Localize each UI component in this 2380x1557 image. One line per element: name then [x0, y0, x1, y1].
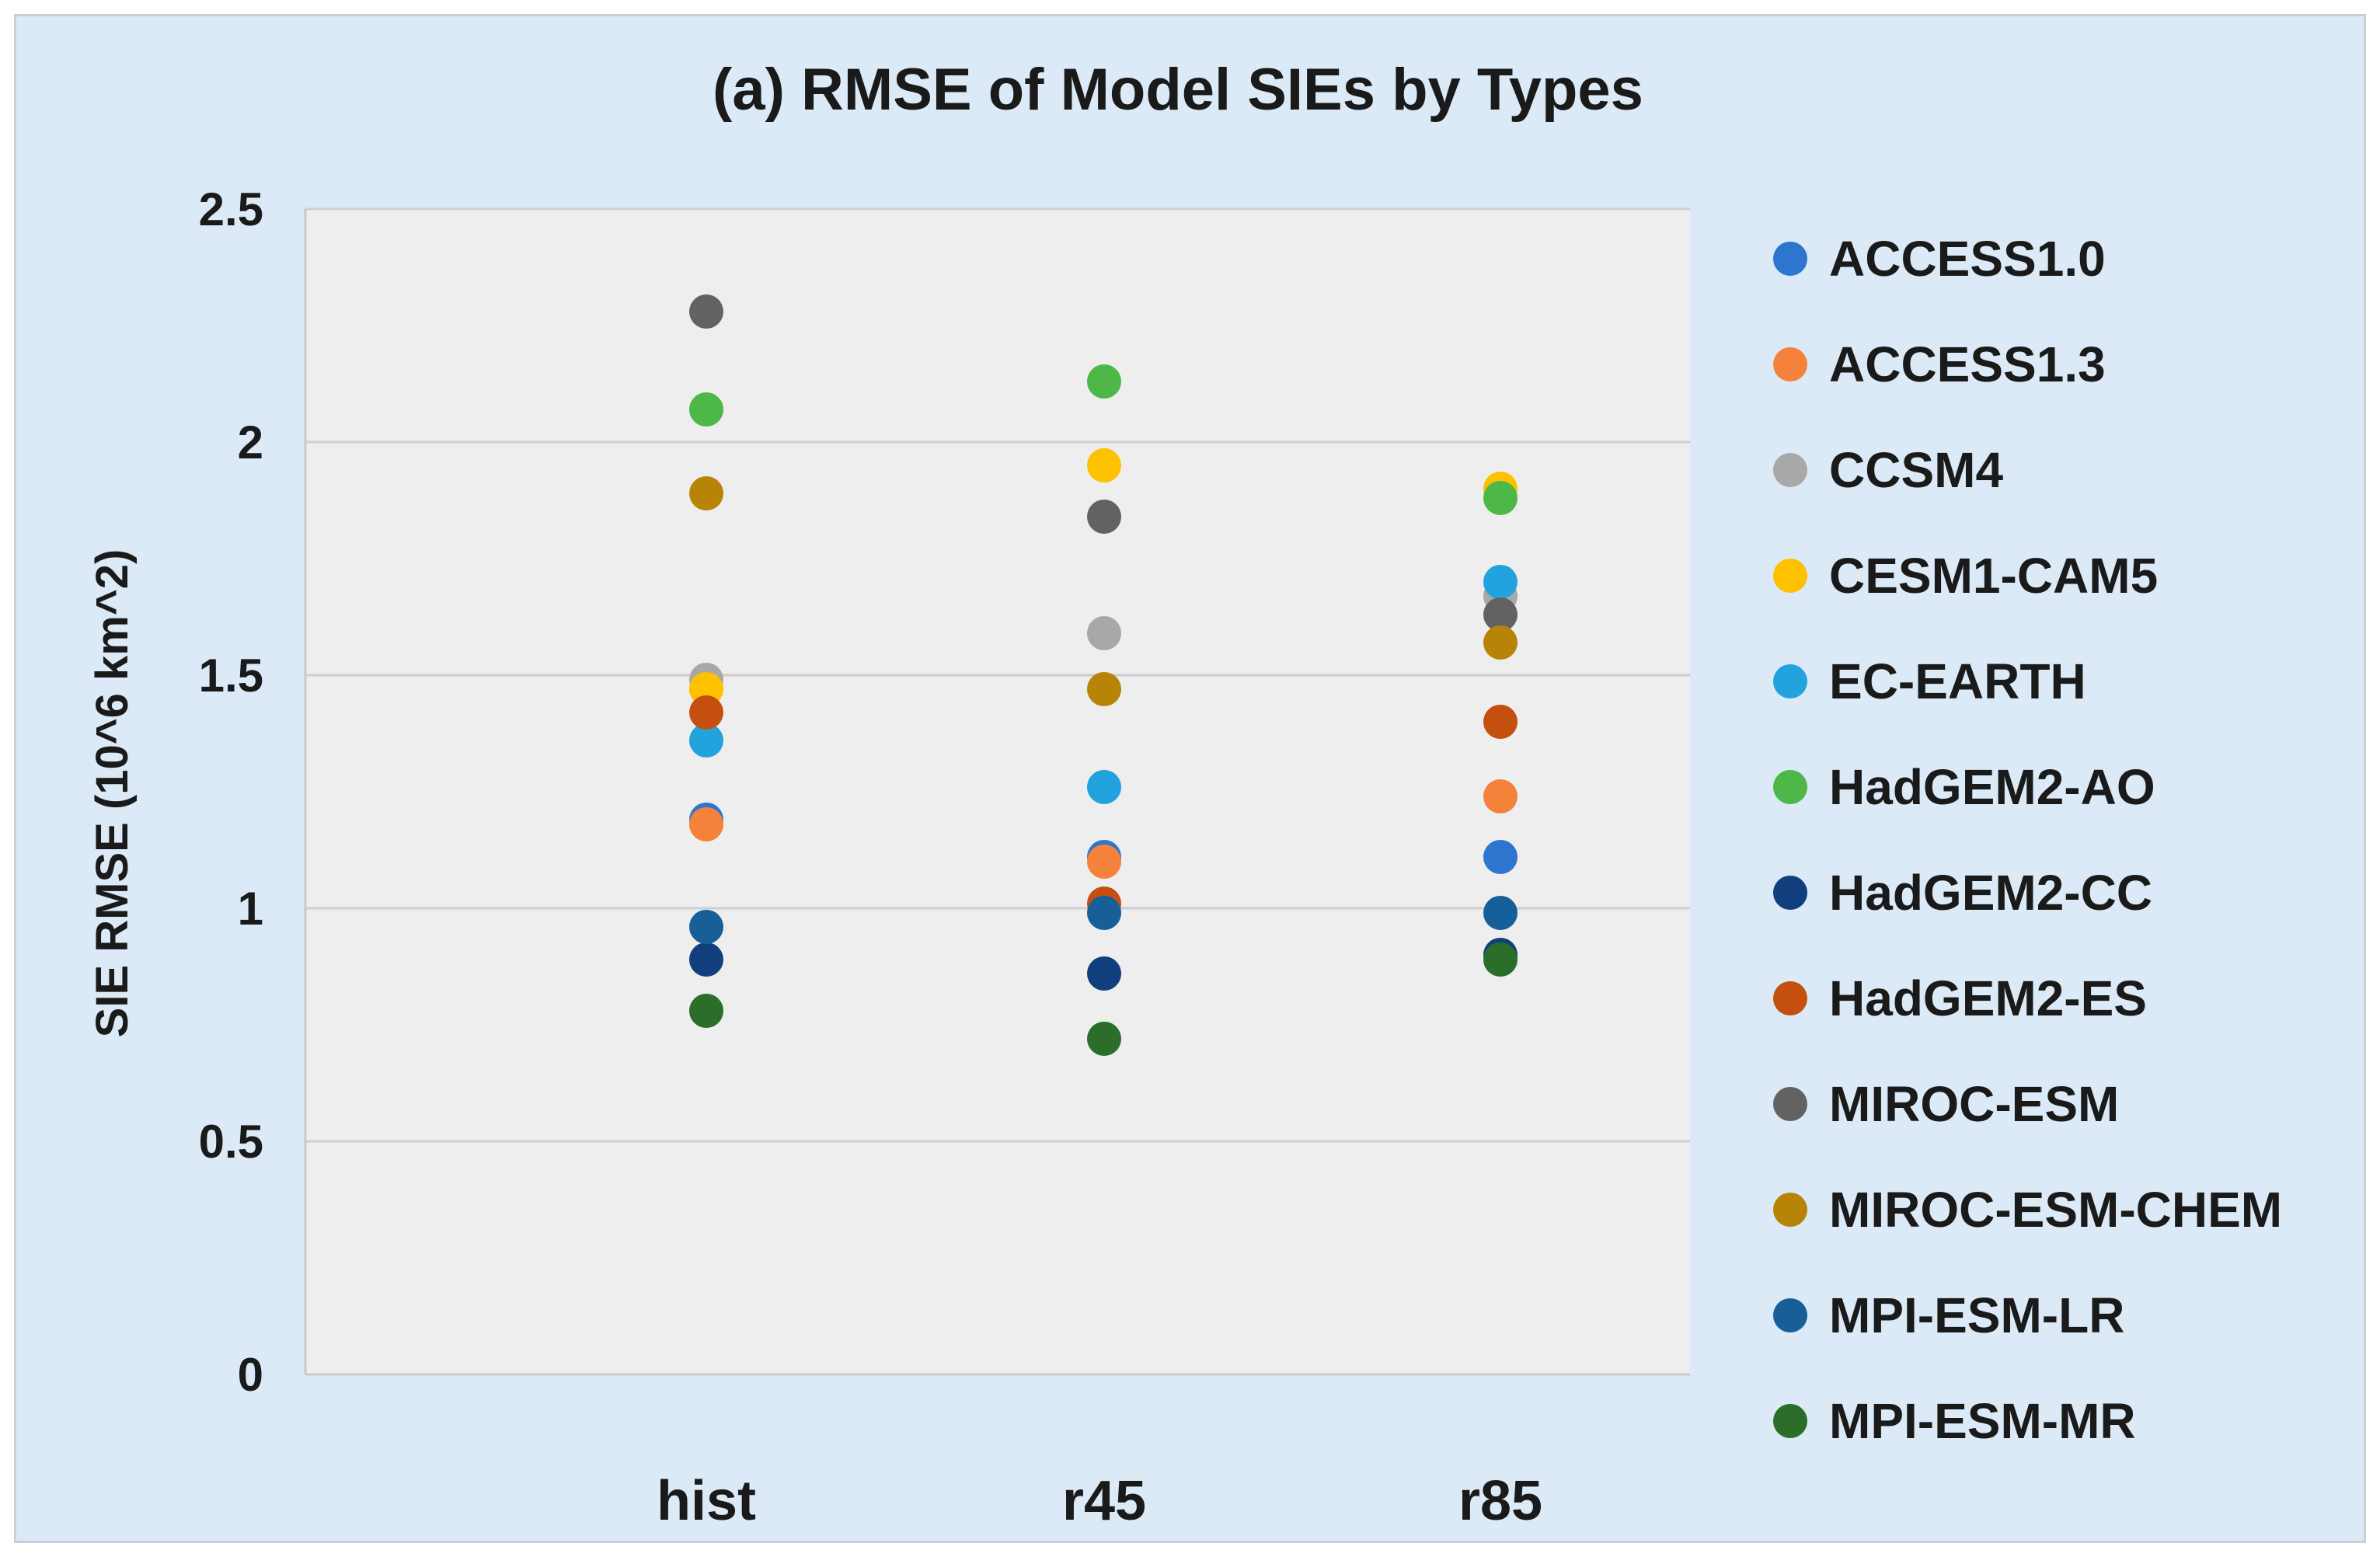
legend: ACCESS1.0 ACCESS1.3 CCSM4 CESM1-CAM5 EC-EART…: [1773, 231, 2282, 1449]
legend-item: ACCESS1.0: [1773, 231, 2106, 287]
legend-item: CCSM4: [1773, 442, 2003, 498]
chart-frame: (a) RMSE of Model SIEs by Types 0 0.5 1 1.5…: [14, 14, 2366, 1543]
legend-label: EC-EARTH: [1829, 653, 2086, 709]
legend-marker: [1773, 347, 1807, 381]
legend-marker: [1773, 1404, 1807, 1438]
legend-label: MIROC-ESM-CHEM: [1829, 1182, 2282, 1238]
legend-label: ACCESS1.0: [1829, 231, 2106, 287]
legend-marker: [1773, 1298, 1807, 1332]
legend-marker: [1773, 981, 1807, 1015]
legend-label: HadGEM2-CC: [1829, 865, 2152, 921]
legend-item: HadGEM2-ES: [1773, 970, 2147, 1026]
gridlines: [305, 207, 1690, 1143]
legend-item: MPI-ESM-LR: [1773, 1287, 2124, 1343]
data-point: [689, 994, 723, 1028]
legend-item: ACCESS1.3: [1773, 336, 2106, 392]
data-point: [689, 807, 723, 841]
legend-item: MIROC-ESM: [1773, 1076, 2119, 1132]
data-point: [1087, 448, 1121, 482]
legend-label: MPI-ESM-MR: [1829, 1393, 2136, 1449]
data-point: [1087, 845, 1121, 879]
chart-title: (a) RMSE of Model SIEs by Types: [713, 57, 1643, 123]
y-tick-label: 1: [238, 883, 263, 935]
data-point: [689, 392, 723, 427]
data-point: [689, 294, 723, 329]
data-points: [689, 294, 1518, 1056]
legend-item: HadGEM2-CC: [1773, 865, 2152, 921]
data-point: [1087, 770, 1121, 804]
legend-label: HadGEM2-AO: [1829, 759, 2155, 815]
legend-marker: [1773, 876, 1807, 910]
y-tick-label: 2.5: [199, 183, 263, 235]
data-point: [1087, 616, 1121, 650]
legend-marker: [1773, 664, 1807, 698]
legend-marker: [1773, 453, 1807, 487]
data-point: [1483, 896, 1518, 930]
y-tick-labels: 0 0.5 1 1.5 2 2.5: [199, 183, 263, 1401]
y-tick-label: 1.5: [199, 650, 263, 702]
data-point: [689, 942, 723, 977]
legend-label: CCSM4: [1829, 442, 2003, 498]
data-point: [1483, 779, 1518, 813]
data-point: [689, 695, 723, 730]
y-tick-label: 0: [238, 1349, 263, 1401]
data-point: [1483, 705, 1518, 739]
legend-label: CESM1-CAM5: [1829, 548, 2158, 604]
y-tick-label: 0.5: [199, 1116, 263, 1168]
legend-item: CESM1-CAM5: [1773, 548, 2158, 604]
legend-item: MPI-ESM-MR: [1773, 1393, 2136, 1449]
legend-item: MIROC-ESM-CHEM: [1773, 1182, 2282, 1238]
legend-marker: [1773, 559, 1807, 593]
data-point: [1483, 942, 1518, 977]
legend-item: HadGEM2-AO: [1773, 759, 2155, 815]
data-point: [689, 723, 723, 758]
x-category-label: r45: [1062, 1470, 1146, 1532]
plot-area: [305, 209, 1690, 1374]
scatter-chart: (a) RMSE of Model SIEs by Types 0 0.5 1 1.5…: [87, 57, 2282, 1532]
data-point: [689, 476, 723, 510]
data-point: [1483, 565, 1518, 599]
data-point: [1087, 672, 1121, 706]
data-point: [689, 910, 723, 944]
legend-label: ACCESS1.3: [1829, 336, 2106, 392]
legend-label: MIROC-ESM: [1829, 1076, 2119, 1132]
legend-marker: [1773, 770, 1807, 804]
data-point: [1483, 597, 1518, 632]
x-category-labels: hist r45 r85: [657, 1470, 1542, 1532]
legend-label: HadGEM2-ES: [1829, 970, 2147, 1026]
data-point: [1087, 956, 1121, 991]
data-point: [1087, 364, 1121, 399]
y-axis-label: SIE RMSE (10^6 km^2): [87, 549, 138, 1038]
data-point: [1483, 840, 1518, 874]
legend-label: MPI-ESM-LR: [1829, 1287, 2124, 1343]
data-point: [1483, 481, 1518, 515]
data-point: [1087, 896, 1121, 930]
x-category-label: hist: [657, 1470, 756, 1532]
data-point: [1087, 1022, 1121, 1056]
data-point: [1483, 625, 1518, 660]
x-category-label: r85: [1458, 1470, 1542, 1532]
legend-marker: [1773, 1193, 1807, 1227]
legend-marker: [1773, 242, 1807, 276]
data-point: [1087, 500, 1121, 534]
legend-item: EC-EARTH: [1773, 653, 2086, 709]
y-tick-label: 2: [238, 416, 263, 468]
legend-marker: [1773, 1087, 1807, 1121]
